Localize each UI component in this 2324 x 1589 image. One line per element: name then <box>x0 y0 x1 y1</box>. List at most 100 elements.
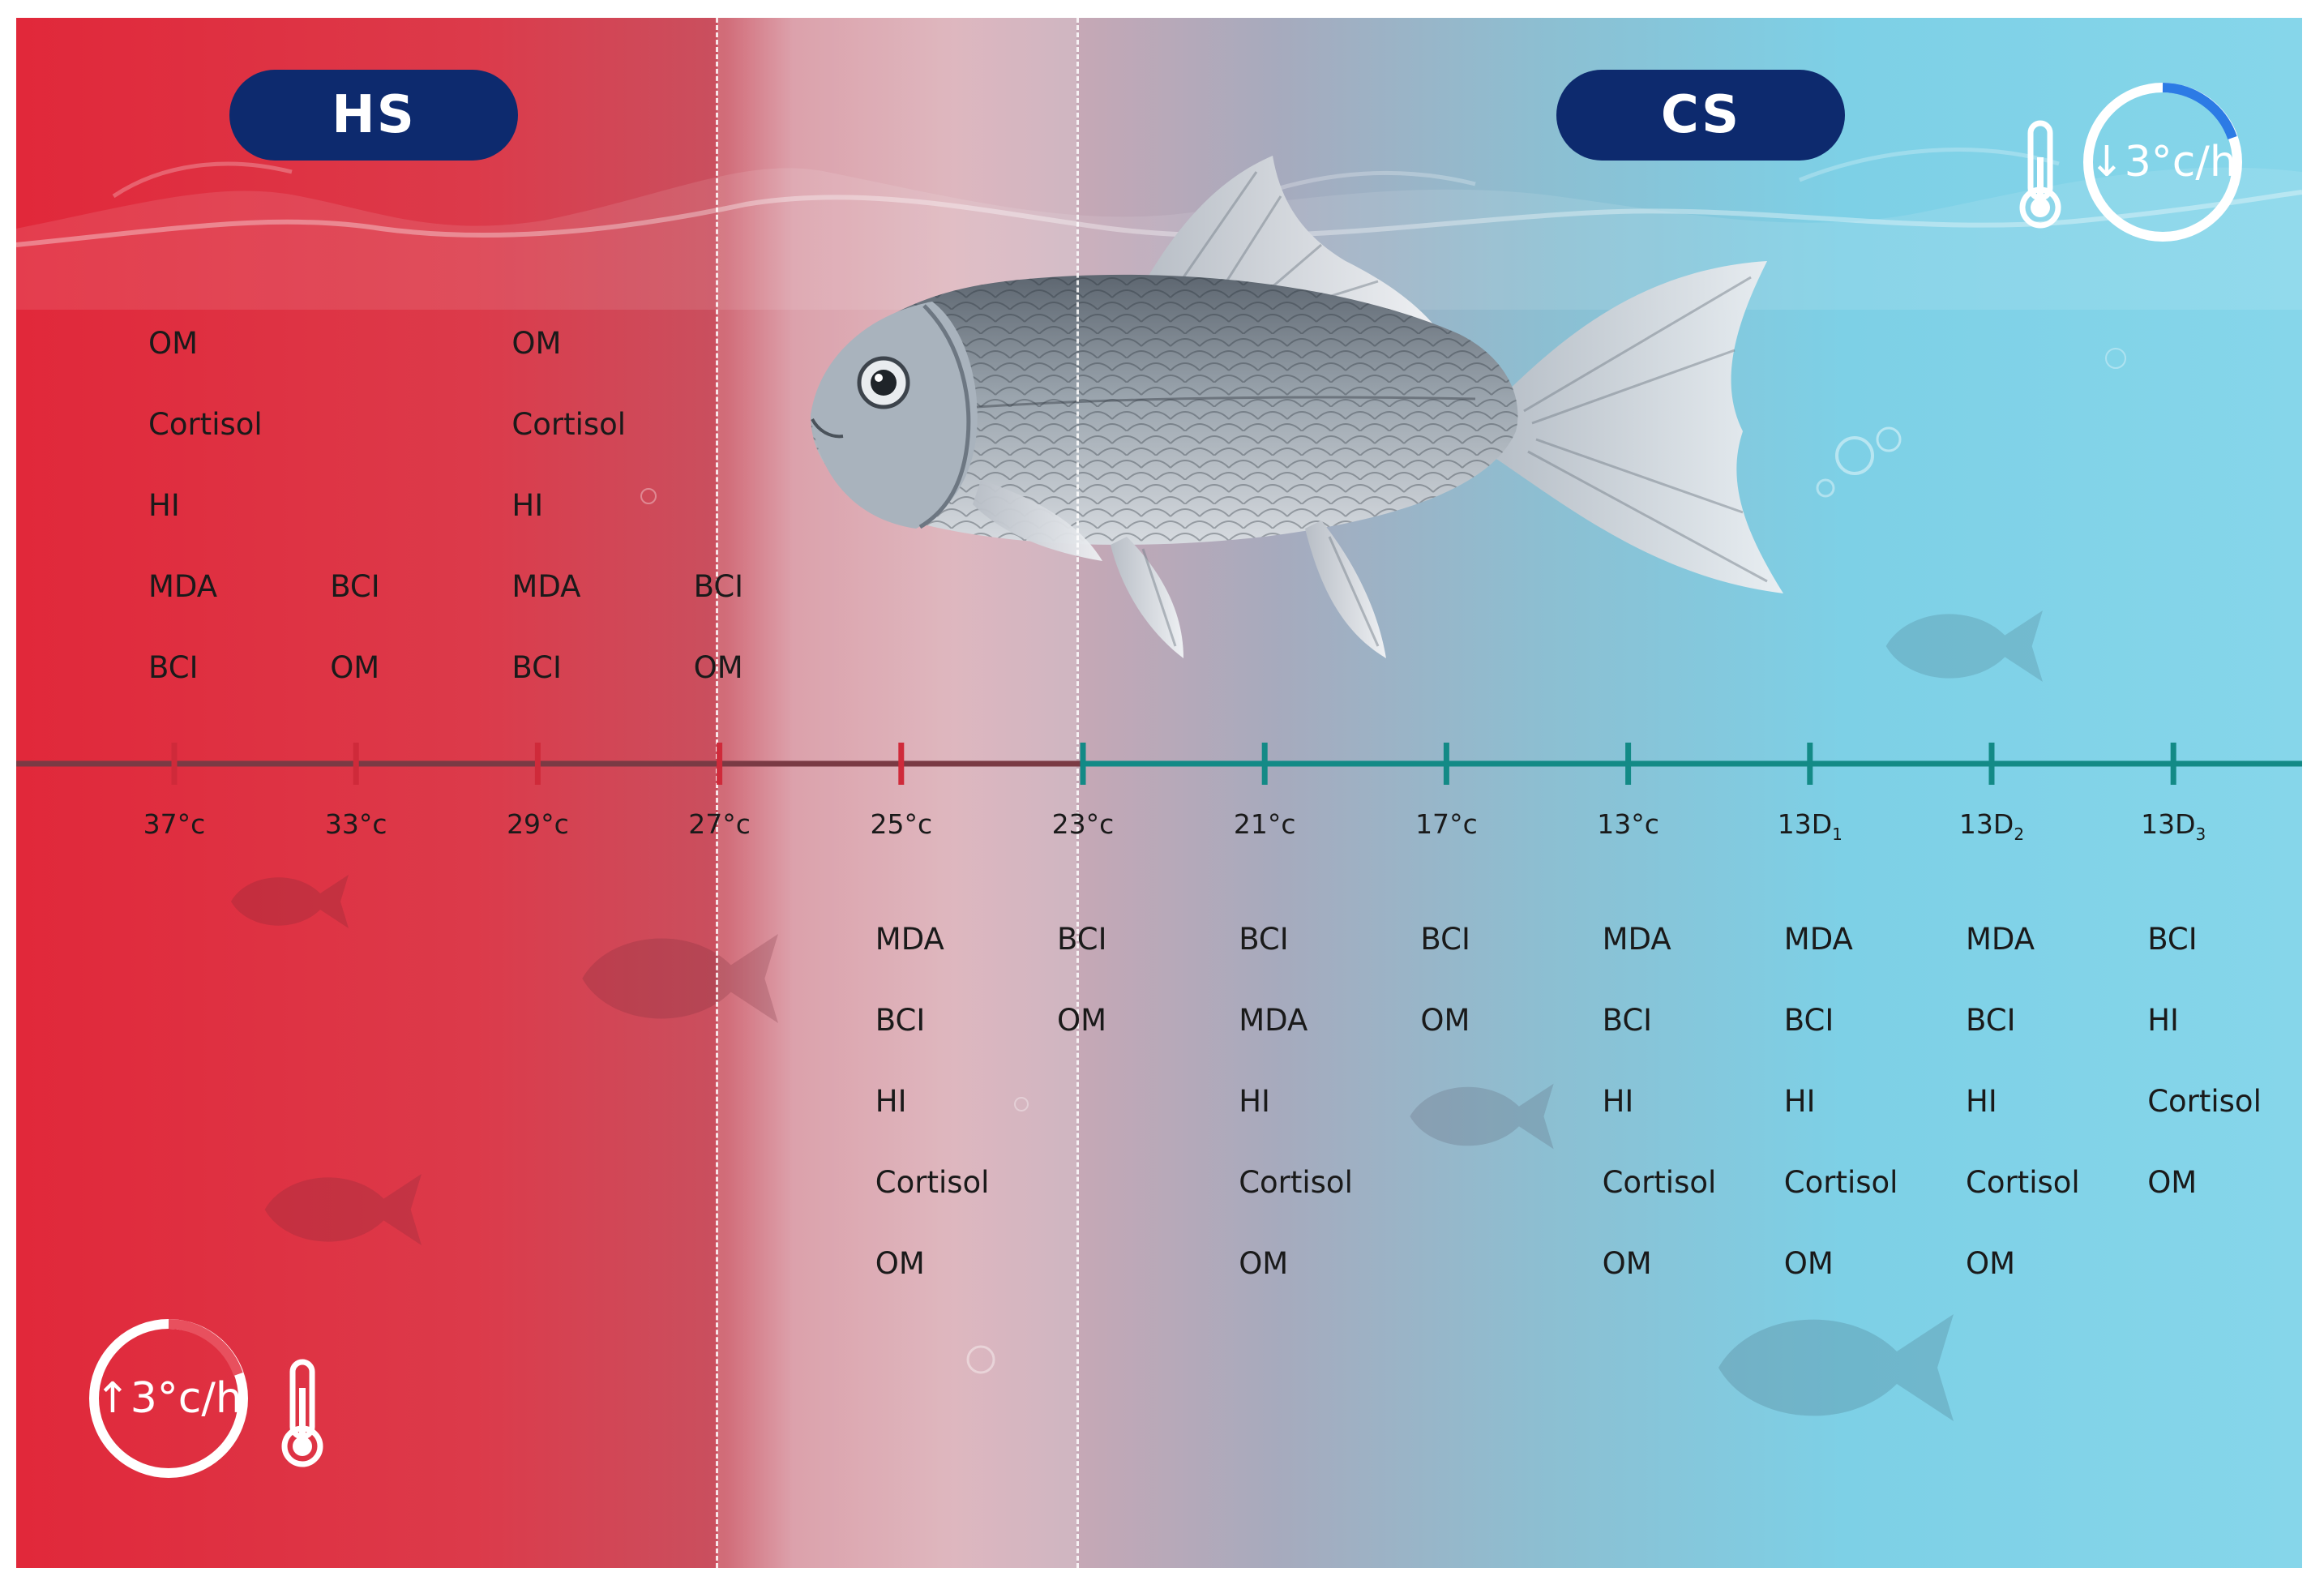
timeline-tick-label: 13D2 <box>1959 808 2024 844</box>
cold-stress-badge: CS <box>1556 70 1845 161</box>
biomarker-label: OM <box>2147 1165 2198 1200</box>
tick-label-unit: °c <box>1631 808 1659 840</box>
tick-label-value: 13 <box>1597 808 1632 840</box>
biomarker-label: Cortisol <box>2147 1084 2262 1119</box>
biomarker-label: Cortisol <box>1966 1165 2080 1200</box>
tick-label-value: 21 <box>1233 808 1268 840</box>
biomarker-label: Cortisol <box>148 407 263 442</box>
fish-silhouette-icon <box>231 875 349 928</box>
biomarker-label: BCI <box>2147 922 2198 957</box>
tick-label-value: 25 <box>870 808 905 840</box>
tick-label-value: 23 <box>1051 808 1086 840</box>
tick-label-subscript: 3 <box>2195 824 2206 844</box>
tick-label-value: 29 <box>507 808 541 840</box>
biomarker-label: HI <box>2147 1003 2179 1038</box>
timeline-tick-label: 13D1 <box>1778 808 1843 844</box>
transition-band <box>717 18 1076 1568</box>
heating-rate-gauge: ↑3°c/h <box>88 1317 250 1480</box>
timeline-tick-label: 27°c <box>688 808 751 840</box>
tick-label-value: 33 <box>324 808 359 840</box>
biomarker-label: HI <box>511 488 544 523</box>
thermometer-icon <box>281 1359 323 1467</box>
biomarker-label: OM <box>1057 1003 1107 1038</box>
timeline-tick-label: 37°c <box>143 808 206 840</box>
biomarker-label: BCI <box>1239 922 1289 957</box>
timeline-tick-label: 29°c <box>507 808 569 840</box>
biomarker-label: BCI <box>693 569 744 604</box>
heat-stress-badge: HS <box>229 70 518 161</box>
biomarker-label: BCI <box>148 650 199 685</box>
fish-silhouette-icon <box>1885 610 2043 682</box>
biomarker-label: Cortisol <box>1783 1165 1898 1200</box>
biomarker-label: OM <box>511 326 562 361</box>
tick-label-value: 17 <box>1415 808 1450 840</box>
biomarker-label: BCI <box>1602 1003 1653 1038</box>
biomarker-label: HI <box>148 488 180 523</box>
biomarker-label: OM <box>875 1246 925 1281</box>
biomarker-label: MDA <box>1783 922 1853 957</box>
tick-label-unit: °c <box>904 808 933 840</box>
biomarker-label: OM <box>148 326 199 361</box>
biomarker-label: BCI <box>511 650 562 685</box>
biomarker-label: OM <box>693 650 743 685</box>
bubbles <box>640 348 2126 1374</box>
timeline-tick-label: 33°c <box>325 808 387 840</box>
tick-label-unit: °c <box>358 808 387 840</box>
biomarker-label: MDA <box>1602 922 1671 957</box>
biomarker-label: MDA <box>1966 922 2035 957</box>
cooling-rate-gauge: ↓3°c/h <box>2082 81 2244 243</box>
biomarker-label: OM <box>1602 1246 1652 1281</box>
fish-silhouette-icon <box>264 1174 422 1245</box>
biomarker-label: Cortisol <box>511 407 627 442</box>
fish-silhouette-icon <box>582 934 778 1023</box>
biomarker-label: MDA <box>1239 1003 1308 1038</box>
timeline-tick-label: 25°c <box>870 808 932 840</box>
phase-divider-line <box>716 18 718 1568</box>
biomarker-label: OM <box>1239 1246 1289 1281</box>
biomarker-label: HI <box>1783 1084 1816 1119</box>
timeline-tick-label: 23°c <box>1052 808 1115 840</box>
biomarker-label: OM <box>1420 1003 1470 1038</box>
fish-silhouette-icon <box>1718 1314 1954 1421</box>
biomarker-label: HI <box>1966 1084 1997 1119</box>
tick-label-unit: °c <box>722 808 751 840</box>
tick-label-value: 37 <box>143 808 178 840</box>
diagram-canvas: HS CS 37°c OM Cortisol HI MDA BCI 33°c BCI OM 29°… <box>16 18 2302 1568</box>
tick-label-value: 13D <box>1777 808 1833 840</box>
biomarker-label: Cortisol <box>875 1165 990 1200</box>
biomarker-label: MDA <box>875 922 944 957</box>
biomarker-label: MDA <box>148 569 218 604</box>
biomarker-label: BCI <box>1057 922 1107 957</box>
timeline-tick-label: 21°c <box>1234 808 1296 840</box>
tick-label-subscript: 2 <box>2014 824 2025 844</box>
tick-label-subscript: 1 <box>1832 824 1843 844</box>
tick-label-unit: °c <box>1085 808 1115 840</box>
timeline-tick-label: 13D3 <box>2141 808 2206 844</box>
biomarker-label: BCI <box>330 569 380 604</box>
tick-label-value: 27 <box>688 808 723 840</box>
tick-label-unit: °c <box>1267 808 1296 840</box>
biomarker-label: MDA <box>511 569 581 604</box>
cooling-rate-label: ↓3°c/h <box>2089 138 2236 186</box>
biomarker-label: HI <box>875 1084 907 1119</box>
tick-label-value: 13D <box>1958 808 2014 840</box>
fish-illustration <box>811 156 1783 658</box>
phase-divider-line <box>1076 18 1079 1568</box>
tick-label-value: 13D <box>2141 808 2196 840</box>
timeline-tick-label: 13°c <box>1597 808 1659 840</box>
biomarker-label: HI <box>1239 1084 1270 1119</box>
biomarker-label: Cortisol <box>1602 1165 1717 1200</box>
thermometer-icon <box>2019 120 2061 229</box>
biomarker-label: BCI <box>875 1003 926 1038</box>
tick-label-unit: °c <box>1449 808 1478 840</box>
temperature-timeline <box>16 743 2302 785</box>
biomarker-label: HI <box>1602 1084 1634 1119</box>
biomarker-label: OM <box>330 650 380 685</box>
timeline-tick-label: 17°c <box>1415 808 1478 840</box>
biomarker-label: BCI <box>1783 1003 1834 1038</box>
biomarker-label: OM <box>1966 1246 2016 1281</box>
biomarker-label: OM <box>1783 1246 1834 1281</box>
biomarker-label: BCI <box>1966 1003 2016 1038</box>
biomarker-label: Cortisol <box>1239 1165 1353 1200</box>
biomarker-label: BCI <box>1420 922 1470 957</box>
